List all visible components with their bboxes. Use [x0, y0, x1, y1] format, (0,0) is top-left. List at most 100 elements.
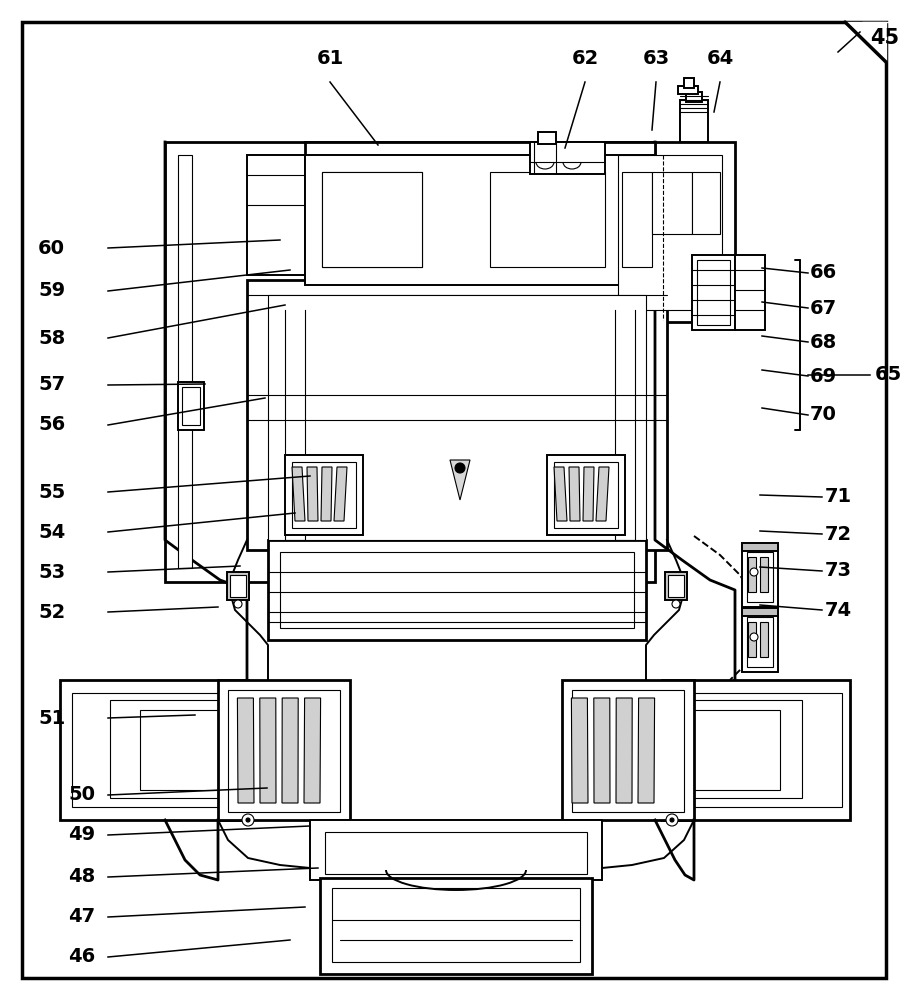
Bar [305, 155, 655, 285]
Bar [618, 155, 722, 310]
Bar [742, 543, 778, 551]
Polygon shape [334, 467, 347, 521]
Polygon shape [260, 698, 276, 803]
Text: 56: 56 [38, 416, 65, 434]
Polygon shape [450, 460, 470, 500]
Bar [325, 832, 587, 874]
Bar [178, 155, 192, 568]
Bar [322, 172, 422, 267]
Text: 61: 61 [316, 49, 343, 68]
Text: 55: 55 [38, 483, 65, 502]
Bar [60, 680, 248, 820]
Bar [247, 155, 305, 275]
Polygon shape [282, 698, 298, 803]
Polygon shape [638, 698, 655, 803]
Bar [678, 693, 842, 807]
Polygon shape [594, 698, 610, 803]
Bar [742, 612, 778, 672]
Bar [110, 700, 220, 798]
Text: 72: 72 [825, 524, 852, 544]
Text: 63: 63 [643, 49, 669, 68]
Bar [668, 575, 684, 597]
Bar [747, 617, 773, 667]
Bar [622, 172, 652, 267]
Text: 48: 48 [68, 867, 95, 886]
Bar [218, 680, 350, 820]
Text: 69: 69 [810, 366, 837, 385]
Polygon shape [554, 467, 567, 521]
Bar [310, 820, 602, 880]
Bar [280, 552, 634, 628]
Bar [554, 462, 618, 528]
Text: 57: 57 [38, 375, 65, 394]
Text: 66: 66 [810, 263, 837, 282]
Circle shape [455, 463, 465, 473]
Polygon shape [845, 22, 886, 62]
Bar [605, 142, 735, 322]
Text: 59: 59 [38, 282, 65, 300]
Bar [662, 680, 850, 820]
Polygon shape [237, 698, 254, 803]
Text: 58: 58 [38, 328, 65, 348]
Bar [760, 622, 768, 657]
Bar [490, 172, 605, 267]
Polygon shape [596, 467, 609, 521]
Bar [165, 142, 655, 582]
Bar [748, 557, 756, 592]
Polygon shape [304, 698, 321, 803]
Bar [572, 690, 684, 812]
Bar [268, 540, 646, 640]
Bar [247, 280, 667, 550]
Text: 70: 70 [810, 406, 837, 424]
Bar [332, 888, 580, 962]
Circle shape [672, 600, 680, 608]
Bar [697, 260, 730, 325]
Bar [652, 172, 692, 234]
Bar [678, 86, 698, 94]
Text: 67: 67 [810, 298, 837, 318]
Bar [178, 382, 204, 430]
Text: 73: 73 [825, 562, 852, 580]
Bar [665, 572, 687, 600]
Text: 49: 49 [68, 826, 95, 844]
Bar [742, 608, 778, 616]
Bar [747, 552, 773, 602]
Polygon shape [292, 467, 305, 521]
Bar [547, 455, 625, 535]
Bar [268, 295, 646, 540]
Bar [292, 462, 356, 528]
Circle shape [234, 600, 242, 608]
Bar [227, 572, 249, 600]
Circle shape [666, 814, 678, 826]
Circle shape [750, 633, 758, 641]
Bar [692, 255, 735, 330]
Bar [692, 172, 720, 234]
Text: 65: 65 [875, 365, 903, 384]
Bar [322, 172, 422, 267]
Text: 54: 54 [38, 522, 65, 542]
Polygon shape [569, 467, 580, 521]
Circle shape [246, 818, 250, 822]
Polygon shape [571, 698, 588, 803]
Text: 47: 47 [68, 908, 95, 926]
Text: 64: 64 [706, 49, 734, 68]
Bar [230, 575, 246, 597]
Bar [305, 142, 655, 174]
Bar [684, 78, 694, 88]
Bar [633, 155, 647, 275]
Polygon shape [616, 698, 632, 803]
Bar [285, 455, 363, 535]
Bar [760, 557, 768, 592]
Text: 51: 51 [38, 708, 65, 728]
Bar [692, 700, 802, 798]
Text: 62: 62 [571, 49, 598, 68]
Text: 60: 60 [38, 238, 65, 257]
Text: 53: 53 [38, 562, 65, 582]
Bar [742, 547, 778, 607]
Text: 50: 50 [68, 786, 95, 804]
Text: 74: 74 [825, 600, 852, 619]
Circle shape [242, 814, 254, 826]
Bar [686, 92, 702, 102]
Text: 68: 68 [810, 332, 837, 352]
Polygon shape [583, 467, 594, 521]
